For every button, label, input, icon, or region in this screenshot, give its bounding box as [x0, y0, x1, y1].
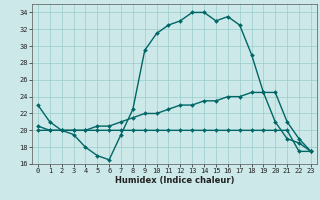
X-axis label: Humidex (Indice chaleur): Humidex (Indice chaleur) — [115, 176, 234, 185]
